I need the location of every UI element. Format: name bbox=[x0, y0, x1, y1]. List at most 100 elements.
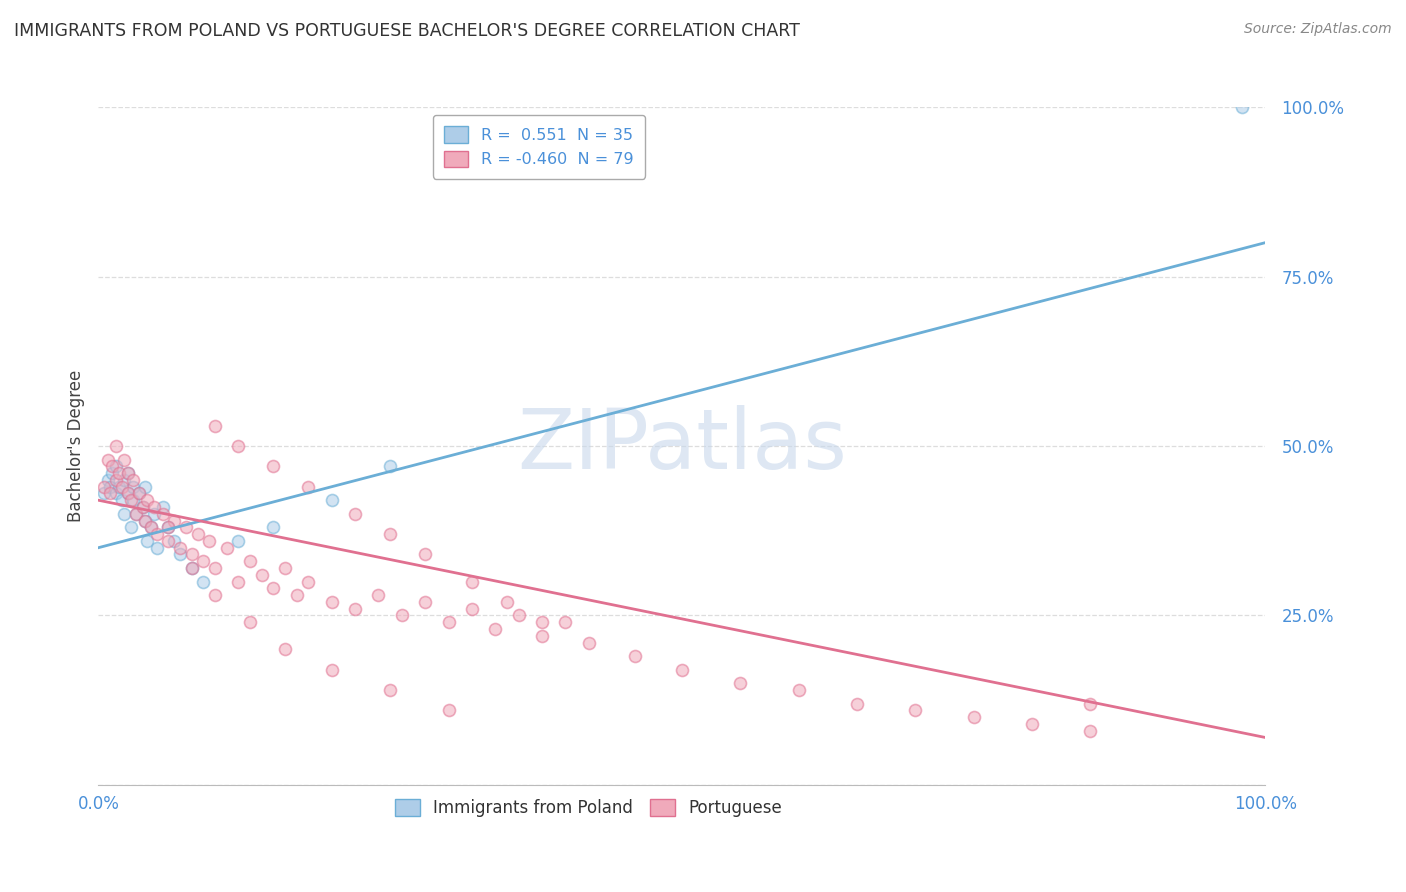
Point bbox=[554, 615, 576, 630]
Point bbox=[367, 588, 389, 602]
Point bbox=[1080, 723, 1102, 738]
Point bbox=[134, 514, 156, 528]
Point bbox=[321, 595, 343, 609]
Point bbox=[496, 595, 519, 609]
Point bbox=[297, 480, 319, 494]
Point bbox=[239, 554, 262, 568]
Point bbox=[152, 500, 174, 514]
Point bbox=[97, 473, 120, 487]
Point bbox=[169, 548, 191, 562]
Point bbox=[108, 466, 131, 480]
Point bbox=[120, 493, 142, 508]
Point bbox=[101, 459, 124, 474]
Point bbox=[122, 473, 145, 487]
Point bbox=[297, 574, 319, 589]
Point bbox=[101, 466, 124, 480]
Point bbox=[112, 473, 135, 487]
Point bbox=[125, 507, 148, 521]
Point bbox=[143, 500, 166, 514]
Point bbox=[321, 663, 343, 677]
Point bbox=[132, 500, 155, 514]
Point bbox=[1080, 697, 1102, 711]
Point bbox=[198, 533, 221, 548]
Point bbox=[136, 533, 159, 548]
Point bbox=[157, 533, 180, 548]
Point bbox=[228, 533, 250, 548]
Point bbox=[250, 567, 273, 582]
Point bbox=[413, 548, 436, 562]
Point bbox=[413, 595, 436, 609]
Point bbox=[93, 486, 115, 500]
Point bbox=[112, 452, 135, 467]
Point bbox=[508, 608, 530, 623]
Point bbox=[163, 533, 186, 548]
Point bbox=[274, 561, 297, 575]
Point bbox=[132, 500, 155, 514]
Text: IMMIGRANTS FROM POLAND VS PORTUGUESE BACHELOR'S DEGREE CORRELATION CHART: IMMIGRANTS FROM POLAND VS PORTUGUESE BAC… bbox=[14, 22, 800, 40]
Point bbox=[104, 439, 127, 453]
Point bbox=[163, 514, 186, 528]
Point bbox=[98, 480, 121, 494]
Point bbox=[98, 486, 121, 500]
Point bbox=[134, 514, 156, 528]
Text: Source: ZipAtlas.com: Source: ZipAtlas.com bbox=[1244, 22, 1392, 37]
Point bbox=[437, 703, 460, 717]
Point bbox=[111, 493, 134, 508]
Point bbox=[624, 649, 647, 664]
Point bbox=[136, 493, 159, 508]
Point bbox=[228, 574, 250, 589]
Point bbox=[146, 541, 169, 555]
Point bbox=[174, 520, 197, 534]
Point bbox=[215, 541, 238, 555]
Point bbox=[157, 520, 180, 534]
Point bbox=[344, 507, 367, 521]
Point bbox=[239, 615, 262, 630]
Point bbox=[187, 527, 209, 541]
Point bbox=[671, 663, 693, 677]
Point bbox=[128, 486, 150, 500]
Point bbox=[111, 480, 134, 494]
Point bbox=[122, 480, 145, 494]
Point bbox=[461, 601, 484, 615]
Point bbox=[193, 554, 215, 568]
Point bbox=[344, 601, 367, 615]
Point bbox=[112, 507, 135, 521]
Point bbox=[204, 418, 226, 433]
Point bbox=[146, 527, 169, 541]
Point bbox=[530, 615, 553, 630]
Legend: Immigrants from Poland, Portuguese: Immigrants from Poland, Portuguese bbox=[388, 793, 789, 824]
Point bbox=[117, 466, 139, 480]
Point bbox=[461, 574, 484, 589]
Point bbox=[143, 507, 166, 521]
Point bbox=[117, 466, 139, 480]
Point bbox=[117, 486, 139, 500]
Point bbox=[530, 629, 553, 643]
Point bbox=[391, 608, 413, 623]
Point bbox=[962, 710, 984, 724]
Point bbox=[228, 439, 250, 453]
Point bbox=[180, 548, 202, 562]
Point bbox=[380, 459, 402, 474]
Point bbox=[180, 561, 202, 575]
Point bbox=[169, 541, 191, 555]
Point bbox=[139, 520, 162, 534]
Point bbox=[204, 588, 226, 602]
Point bbox=[104, 473, 127, 487]
Point bbox=[262, 520, 284, 534]
Point bbox=[97, 452, 120, 467]
Point bbox=[125, 507, 148, 521]
Point bbox=[180, 561, 202, 575]
Point bbox=[139, 520, 162, 534]
Point bbox=[274, 642, 297, 657]
Point bbox=[380, 527, 402, 541]
Point bbox=[152, 507, 174, 521]
Point bbox=[104, 486, 127, 500]
Point bbox=[108, 480, 131, 494]
Point bbox=[904, 703, 927, 717]
Point bbox=[1230, 100, 1253, 114]
Y-axis label: Bachelor's Degree: Bachelor's Degree bbox=[66, 370, 84, 522]
Point bbox=[1021, 717, 1043, 731]
Point bbox=[122, 493, 145, 508]
Point bbox=[321, 493, 343, 508]
Point bbox=[157, 520, 180, 534]
